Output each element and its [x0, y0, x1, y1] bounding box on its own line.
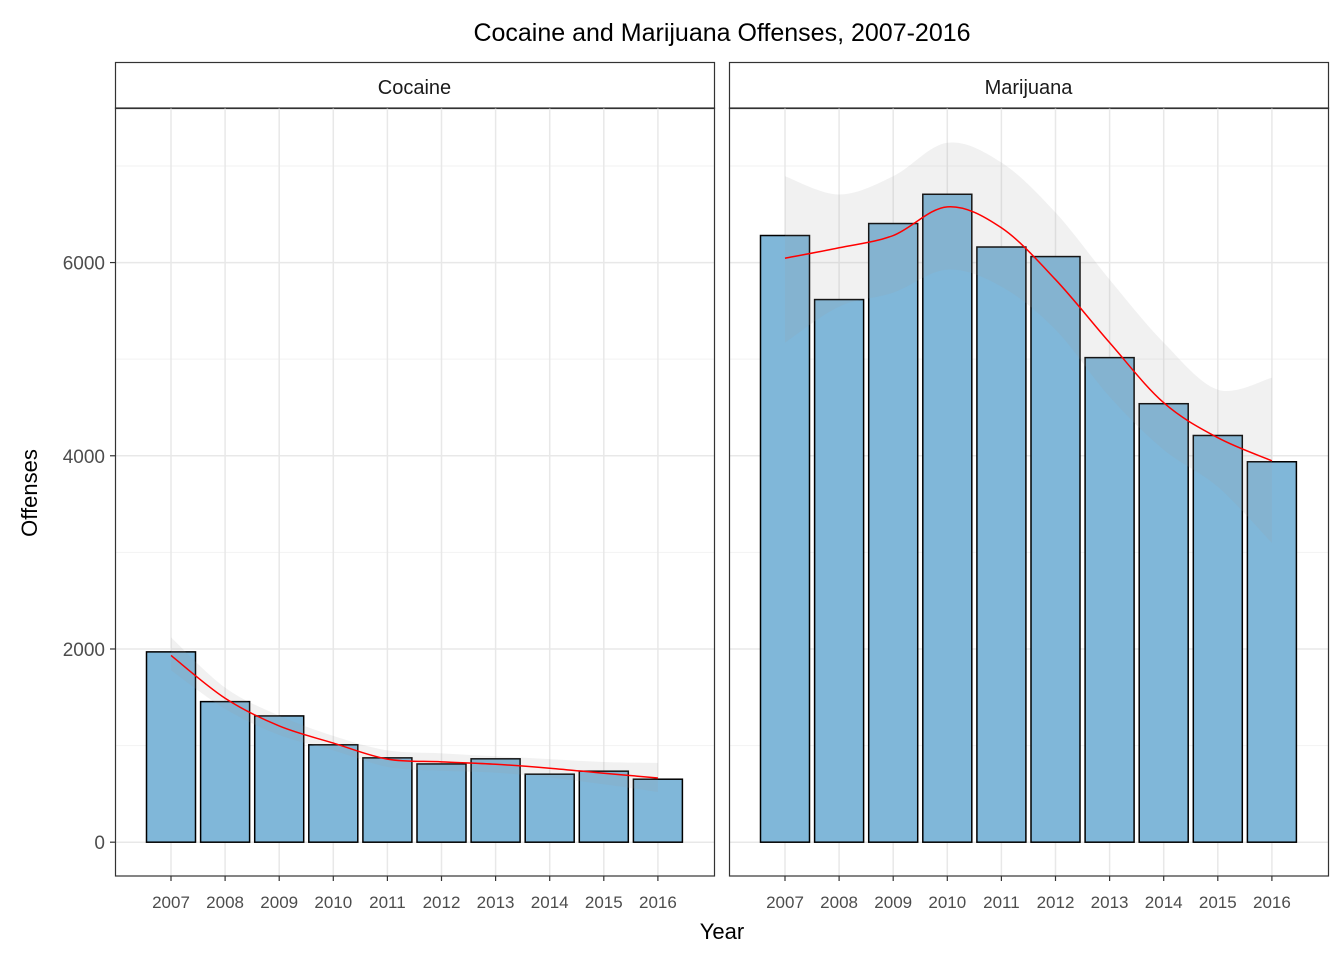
x-tick-label: 2007 — [766, 893, 804, 912]
chart-title: Cocaine and Marijuana Offenses, 2007-201… — [473, 19, 970, 47]
bar-marijuana-2007 — [759, 234, 811, 843]
bar-marijuana-2015 — [1192, 434, 1244, 843]
x-tick-label: 2015 — [1199, 893, 1237, 912]
y-axis-label: Offenses — [17, 449, 42, 537]
bar-marijuana-2008 — [813, 298, 865, 843]
smooth-trend-line — [170, 654, 658, 779]
bar-cocaine-2011 — [362, 757, 413, 843]
y-tick-label: 0 — [94, 833, 105, 854]
x-tick-label: 2014 — [1145, 893, 1183, 912]
bar-marijuana-2016 — [1246, 461, 1298, 843]
smooth-trend-line — [784, 206, 1273, 462]
bar-cocaine-2016 — [632, 778, 684, 843]
x-tick-label: 2016 — [1253, 893, 1291, 912]
y-tick-label: 6000 — [63, 254, 105, 275]
facet-strip-label: Cocaine — [378, 77, 451, 99]
bar-cocaine-2009 — [253, 715, 305, 843]
x-tick-label: 2007 — [152, 893, 190, 912]
bar-cocaine-2012 — [416, 763, 467, 843]
x-tick-label: 2009 — [260, 893, 298, 912]
x-tick-label: 2015 — [585, 893, 623, 912]
bar-marijuana-2013 — [1084, 356, 1135, 843]
x-tick-label: 2009 — [874, 893, 912, 912]
x-tick-label: 2014 — [531, 893, 569, 912]
panel-border — [114, 107, 716, 877]
bar-marijuana-2014 — [1138, 402, 1189, 843]
x-tick-label: 2008 — [820, 893, 858, 912]
bar-cocaine-2014 — [524, 773, 575, 843]
x-tick-label: 2013 — [1091, 893, 1129, 912]
bar-marijuana-2009 — [867, 222, 919, 843]
panel-cocaine: Cocaine 2007 2008 2009 2010 2011 2012 2013 2014 2… — [63, 61, 716, 912]
bar-marijuana-2012 — [1030, 255, 1081, 843]
panel-border — [728, 107, 1330, 877]
panel-marijuana: Marijuana 2007 2008 2009 2010 2011 2012 2013 201… — [728, 61, 1330, 912]
facet-strip — [114, 61, 716, 110]
x-tick-label: 2011 — [369, 893, 406, 912]
x-tick-label: 2011 — [983, 893, 1020, 912]
x-tick-label: 2008 — [206, 893, 244, 912]
bar-marijuana-2011 — [976, 246, 1027, 843]
x-tick-label: 2010 — [928, 893, 966, 912]
facet-strip-label: Marijuana — [985, 77, 1074, 99]
bar-marijuana-2010 — [922, 193, 973, 843]
bar-cocaine-2010 — [308, 744, 359, 843]
y-tick-label: 4000 — [63, 447, 105, 468]
confidence-ribbon — [785, 142, 1272, 543]
x-tick-label: 2012 — [1037, 893, 1075, 912]
facet-strip — [728, 61, 1330, 110]
x-tick-label: 2012 — [423, 893, 461, 912]
y-tick-label: 2000 — [63, 640, 105, 661]
x-tick-label: 2010 — [314, 893, 352, 912]
bar-cocaine-2007 — [145, 651, 197, 843]
x-axis-label: Year — [700, 919, 744, 944]
bar-cocaine-2013 — [470, 758, 521, 843]
x-tick-label: 2016 — [639, 893, 677, 912]
bar-cocaine-2015 — [578, 770, 630, 843]
x-tick-label: 2013 — [477, 893, 515, 912]
bar-cocaine-2008 — [199, 700, 251, 843]
